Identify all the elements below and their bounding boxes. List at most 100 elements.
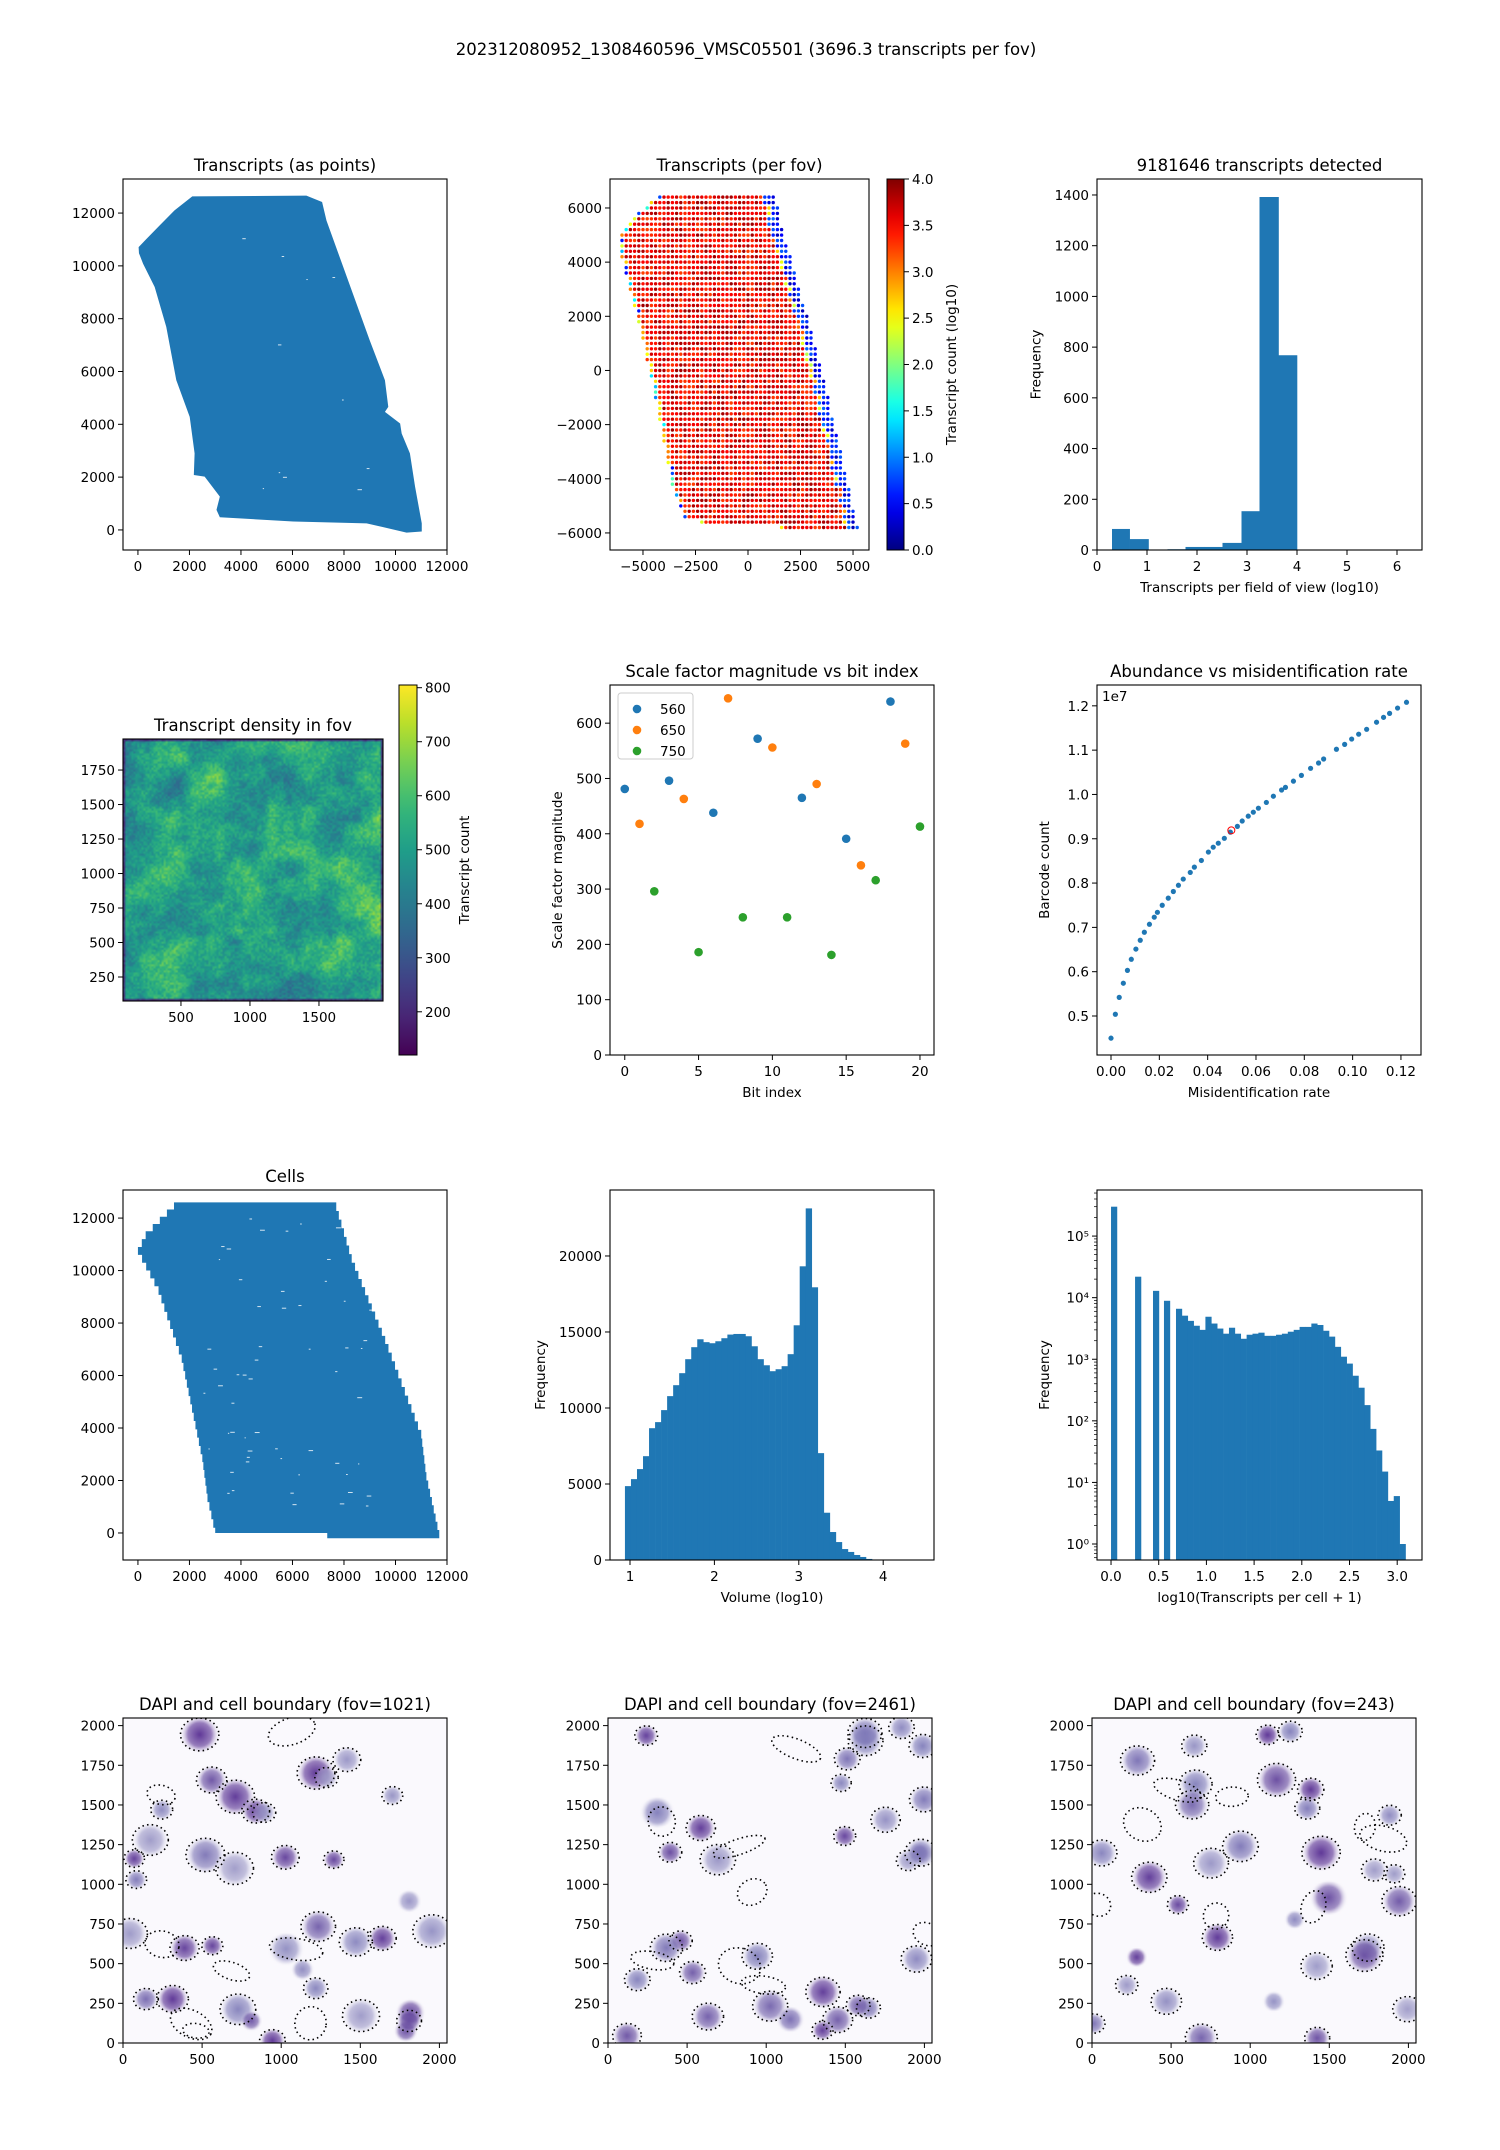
fov-point	[733, 265, 738, 270]
fov-point	[708, 504, 712, 508]
fov-point	[800, 471, 805, 476]
fov-point	[830, 433, 834, 438]
fov-point	[624, 260, 628, 264]
fov-point	[800, 352, 805, 356]
fov-point	[641, 276, 645, 281]
fov-point	[658, 357, 662, 362]
fov-point	[758, 471, 763, 476]
fov-point	[674, 292, 679, 297]
fov-point	[788, 314, 792, 318]
fov-point	[779, 460, 784, 465]
y-tick-label: 8000	[81, 312, 115, 328]
fov-point	[670, 352, 675, 356]
cell-boundary	[623, 1967, 651, 1992]
fov-point	[721, 314, 725, 318]
histogram-bar	[1187, 1320, 1194, 1560]
cell-boundary	[132, 1987, 160, 2011]
fov-point	[767, 265, 771, 270]
fov-point	[763, 379, 767, 383]
fov-point	[653, 320, 658, 324]
fov-point	[721, 401, 725, 405]
x-tick-label: 0.12	[1386, 1064, 1416, 1080]
y-tick-label: 10¹	[1066, 1475, 1089, 1491]
fov-point	[775, 282, 780, 286]
fov-point	[653, 206, 658, 210]
fov-point	[758, 292, 763, 297]
fov-point	[771, 504, 775, 508]
fov-point	[658, 379, 662, 383]
y-tick-label: 1200	[1055, 239, 1089, 255]
fov-point	[721, 238, 725, 243]
fov-point	[725, 412, 729, 416]
fov-point	[817, 471, 822, 476]
fov-point	[792, 395, 796, 400]
fov-point	[708, 444, 712, 448]
fov-point	[750, 379, 754, 383]
fov-point	[784, 525, 788, 530]
fov-point	[737, 395, 742, 400]
fov-point	[729, 363, 733, 367]
fov-point	[645, 330, 649, 335]
fov-point	[788, 417, 792, 421]
x-tick-label: 2000	[172, 559, 206, 575]
fov-point	[628, 260, 633, 264]
x-tick-label: 500	[189, 2052, 215, 2068]
cell-boundary	[1303, 2026, 1331, 2043]
fov-point	[767, 417, 771, 421]
fov-point	[674, 238, 679, 243]
fov-point	[750, 412, 754, 416]
fov-point	[792, 336, 796, 340]
fov-point	[758, 363, 763, 367]
fov-point	[821, 450, 826, 454]
fov-point	[729, 314, 733, 318]
fov-point	[729, 325, 733, 329]
histogram-bar	[847, 1551, 855, 1560]
fov-point	[683, 444, 687, 448]
colorbar-tick-label: 1.0	[912, 450, 933, 466]
abundance-point	[1120, 980, 1126, 986]
fov-point	[775, 385, 780, 389]
fov-point	[809, 487, 813, 492]
fov-point	[721, 287, 725, 291]
fov-point	[712, 493, 717, 497]
fov-point	[628, 233, 633, 237]
fov-point	[700, 341, 704, 346]
fov-point	[716, 422, 721, 427]
fov-point	[746, 363, 750, 367]
fov-point	[737, 347, 742, 351]
x-tick-label: 1000	[1233, 2052, 1267, 2068]
fov-point	[750, 401, 754, 405]
y-axis-label: Frequency	[533, 1340, 549, 1410]
histogram-bar	[1399, 1544, 1406, 1560]
fov-point	[683, 379, 687, 383]
fov-point	[704, 401, 708, 405]
fov-point	[704, 260, 708, 264]
fov-point	[779, 320, 784, 324]
fov-point	[712, 504, 717, 508]
fov-point	[716, 309, 721, 313]
fov-point	[687, 379, 691, 383]
fov-point	[653, 255, 658, 259]
fov-point	[687, 325, 691, 329]
fov-point	[649, 227, 654, 232]
x-tick-label: 2500	[783, 559, 817, 575]
fov-point	[754, 439, 759, 443]
fov-point	[666, 455, 670, 459]
fov-point	[758, 320, 763, 324]
fov-point	[775, 401, 780, 405]
fov-point	[813, 428, 817, 432]
fov-point	[746, 504, 750, 508]
gap-mark	[277, 344, 282, 346]
fov-point	[788, 336, 792, 340]
fov-point	[704, 292, 708, 297]
fov-point	[830, 493, 834, 497]
fov-point	[670, 395, 675, 400]
fov-point	[704, 395, 708, 400]
fov-point	[754, 195, 759, 199]
fov-point	[716, 330, 721, 335]
fov-point	[742, 341, 746, 346]
fov-point	[775, 444, 780, 448]
fov-point	[733, 303, 738, 308]
fov-point	[805, 379, 809, 383]
plot-area	[624, 1208, 873, 1560]
